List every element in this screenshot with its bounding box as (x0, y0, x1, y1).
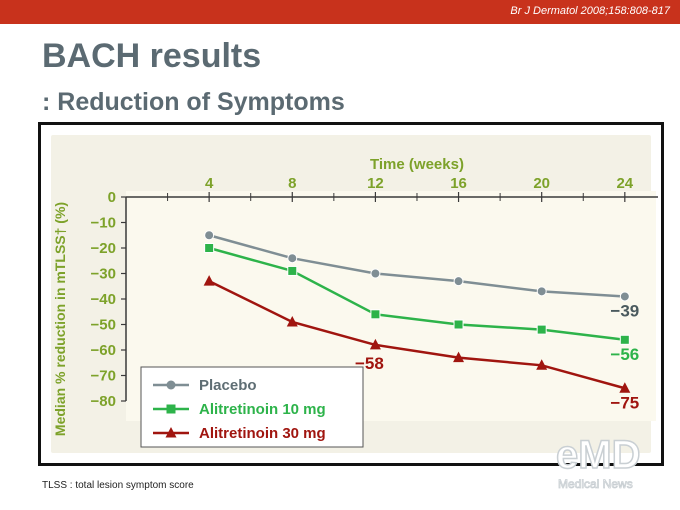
data-point-s2-12 (370, 309, 381, 320)
y-tick-label: −50 (91, 317, 116, 334)
series-line-3 (208, 280, 626, 390)
x-tick-label-16: 16 (450, 175, 467, 192)
y-tick-label: −40 (91, 291, 116, 308)
data-point-s3-16 (453, 351, 465, 363)
y-axis-title: Median % reduction in mTLSS† (%) (52, 202, 68, 436)
x-tick-label-20: 20 (533, 175, 550, 192)
header-bar: Br J Dermatol 2008;158:808-817 (0, 0, 680, 24)
y-tick-label: 0 (108, 189, 116, 206)
data-point-s3-12 (369, 338, 381, 350)
legend-label-1: Placebo (199, 377, 257, 394)
series-line-1 (208, 234, 625, 298)
data-point-s1-16 (453, 276, 464, 287)
chart-frame: 4 8 12 16 20 24 Time (weeks) 0 −10 −20 −30 −40 −50 −6… (38, 122, 664, 466)
x-tick-label-24: 24 (616, 175, 633, 192)
data-point-s2-20 (536, 324, 547, 335)
data-point-s1-8 (287, 253, 298, 264)
data-label-4: −75 (610, 393, 639, 412)
data-point-s3-24 (619, 382, 631, 393)
data-label-2: −56 (610, 345, 639, 364)
legend-label-3: Alitretinoin 30 mg (199, 425, 326, 442)
data-label-1: −39 (610, 301, 639, 320)
data-point-s1-4 (204, 230, 215, 241)
legend-marker-circle (166, 380, 176, 390)
legend-marker-square (166, 404, 176, 414)
data-point-s3-4 (203, 275, 215, 286)
y-tick-label: −30 (91, 266, 116, 283)
slide-title: BACH results (42, 37, 262, 75)
data-point-s1-20 (536, 286, 547, 297)
y-tick-label: −70 (91, 368, 116, 385)
x-tick-label-4: 4 (205, 175, 214, 192)
data-point-s2-4 (204, 243, 215, 253)
x-axis-title: Time (weeks) (370, 156, 464, 173)
data-point-s3-20 (536, 359, 548, 370)
y-tick-label: −10 (91, 215, 116, 232)
citation-text: Br J Dermatol 2008;158:808-817 (510, 5, 670, 17)
data-point-s2-16 (453, 319, 464, 330)
svg-text:Medical News: Medical News (558, 477, 633, 491)
line-chart: 4 8 12 16 20 24 Time (weeks) 0 −10 −20 −30 −40 −50 −6… (51, 135, 658, 453)
y-tick-label: −80 (91, 393, 116, 410)
legend-label-2: Alitretinoin 10 mg (199, 401, 326, 418)
slide-subtitle: : Reduction of Symptoms (42, 88, 345, 116)
svg-text:eMD: eMD (556, 433, 640, 477)
emd-logo-watermark: eMD Medical News (555, 432, 641, 491)
y-tick-label: −60 (91, 342, 116, 359)
legend-marker-triangle (165, 427, 177, 438)
data-point-s2-24 (619, 334, 630, 345)
footnote: TLSS : total lesion symptom score (42, 480, 194, 491)
data-point-s1-12 (370, 268, 381, 279)
x-tick-label-12: 12 (367, 175, 384, 192)
y-tick-label: −20 (91, 240, 116, 257)
data-point-s2-8 (287, 265, 298, 276)
x-tick-label-8: 8 (288, 175, 296, 192)
series-line-2 (208, 246, 625, 342)
data-point-s1-24 (619, 291, 630, 302)
data-point-s3-8 (286, 315, 298, 327)
